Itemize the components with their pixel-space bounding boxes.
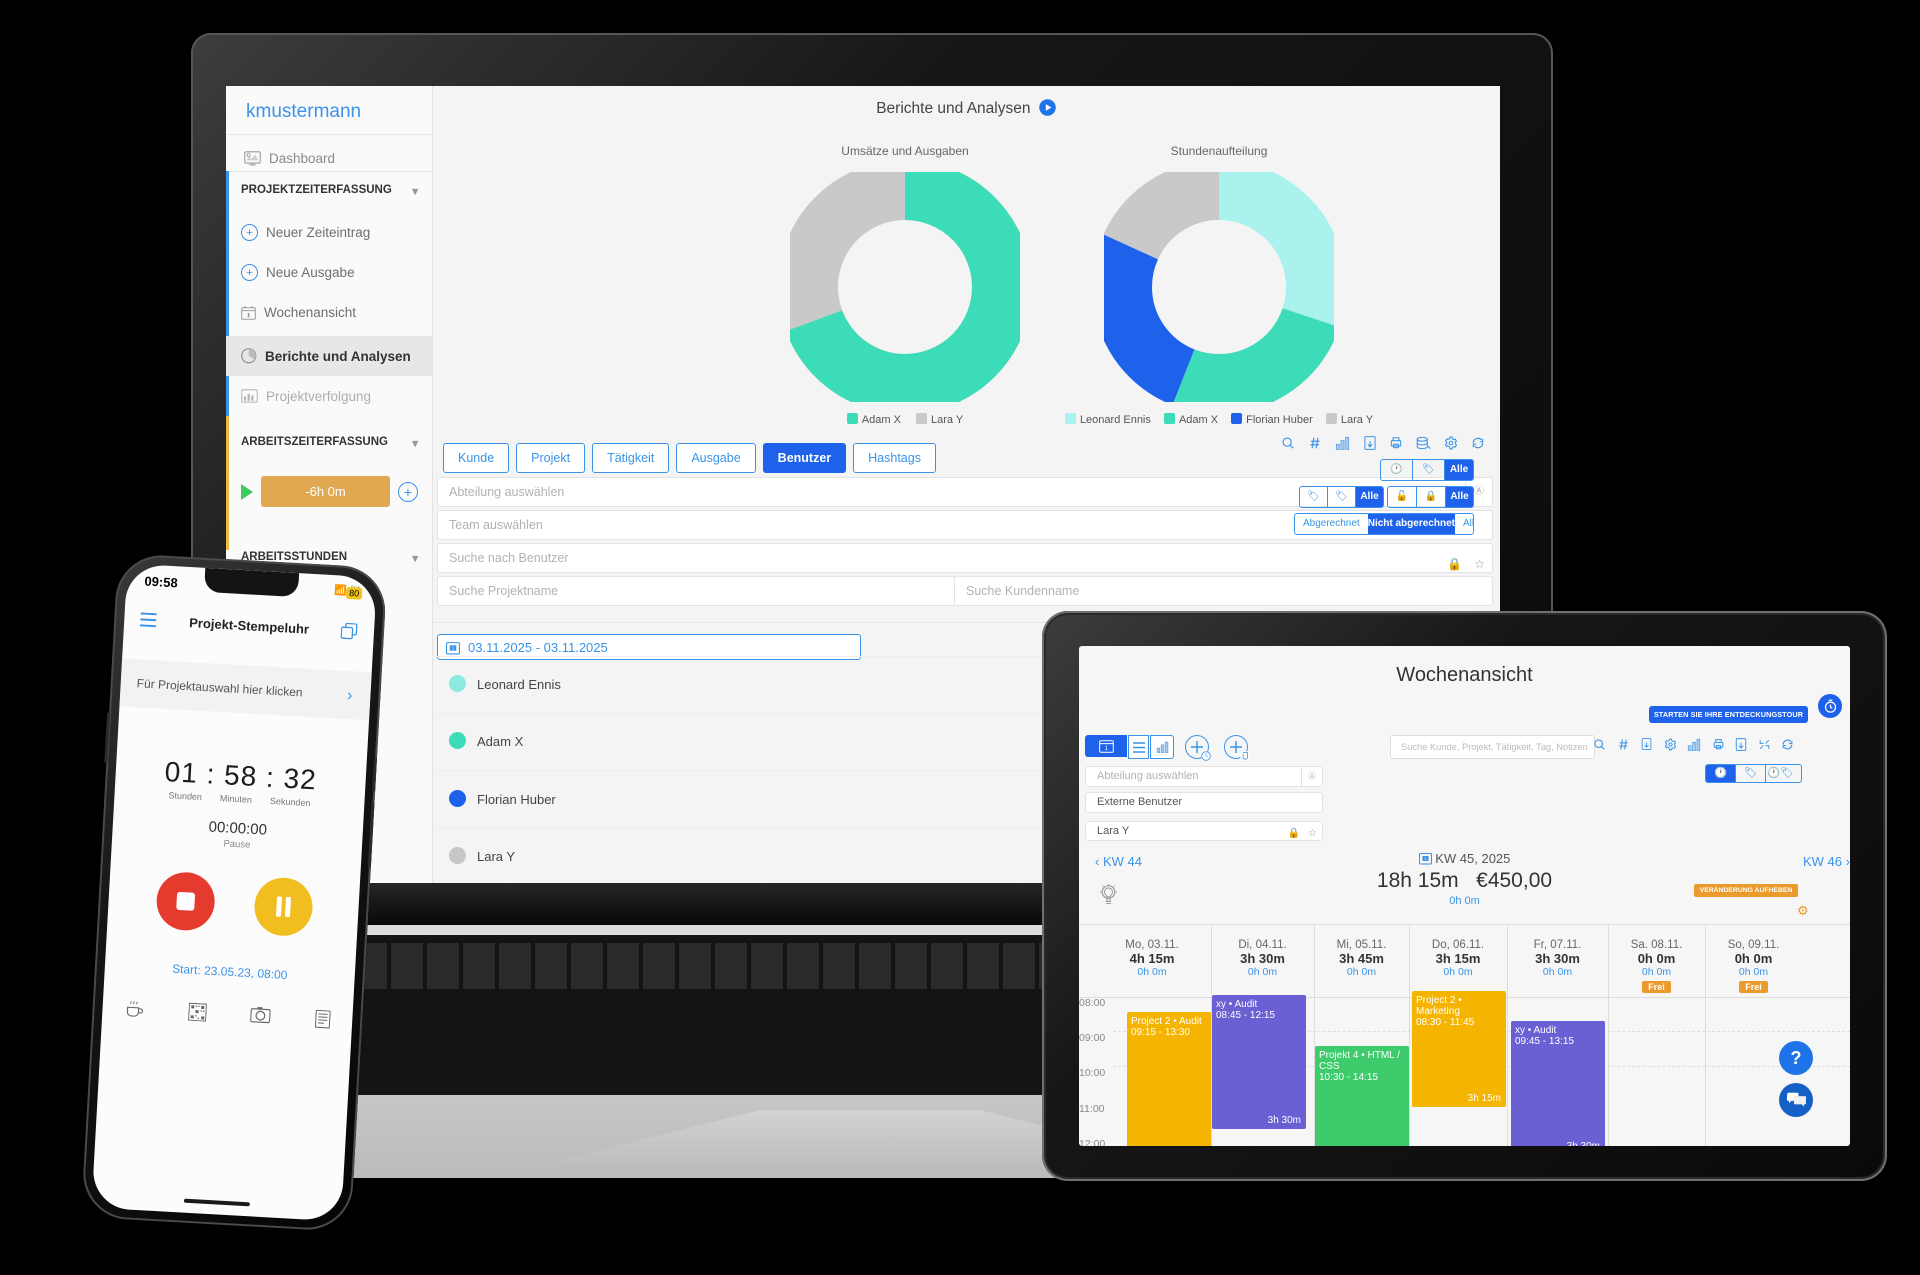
svg-text:1: 1	[1104, 746, 1108, 752]
